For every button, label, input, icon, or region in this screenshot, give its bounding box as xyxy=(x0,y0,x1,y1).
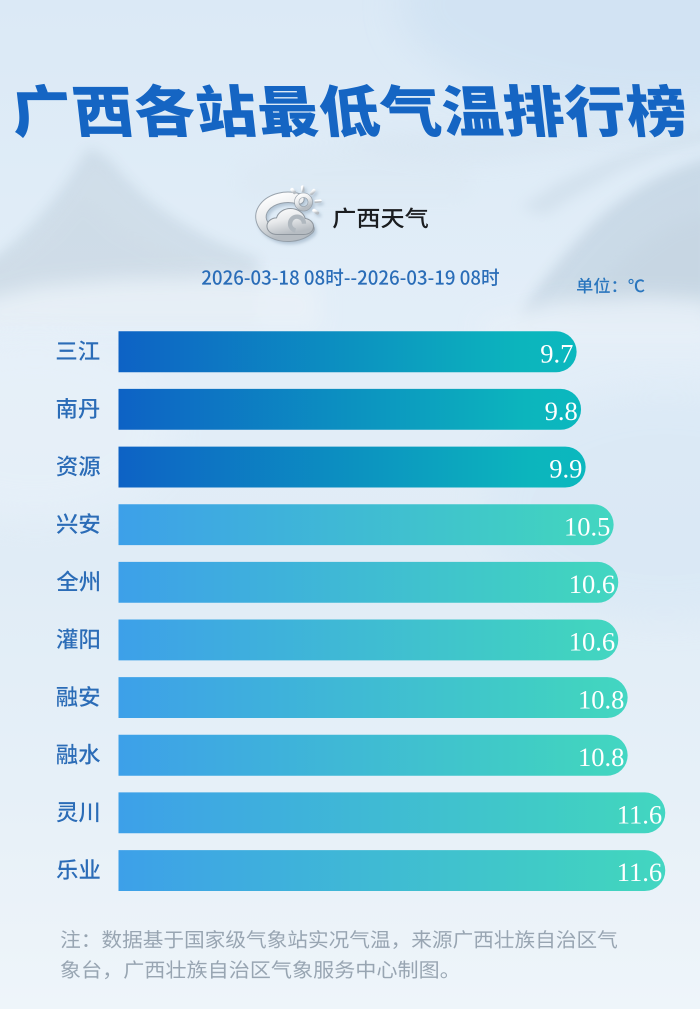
svg-text:9.8: 9.8 xyxy=(545,396,578,426)
svg-text:9.9: 9.9 xyxy=(549,454,582,484)
svg-text:10.8: 10.8 xyxy=(578,684,624,714)
svg-text:11.6: 11.6 xyxy=(617,800,662,830)
svg-text:10.8: 10.8 xyxy=(578,742,624,772)
svg-text:10.6: 10.6 xyxy=(569,569,615,599)
svg-text:10.6: 10.6 xyxy=(569,627,615,657)
svg-text:11.6: 11.6 xyxy=(617,857,662,887)
svg-text:10.5: 10.5 xyxy=(564,511,610,541)
svg-text:9.7: 9.7 xyxy=(540,338,573,368)
